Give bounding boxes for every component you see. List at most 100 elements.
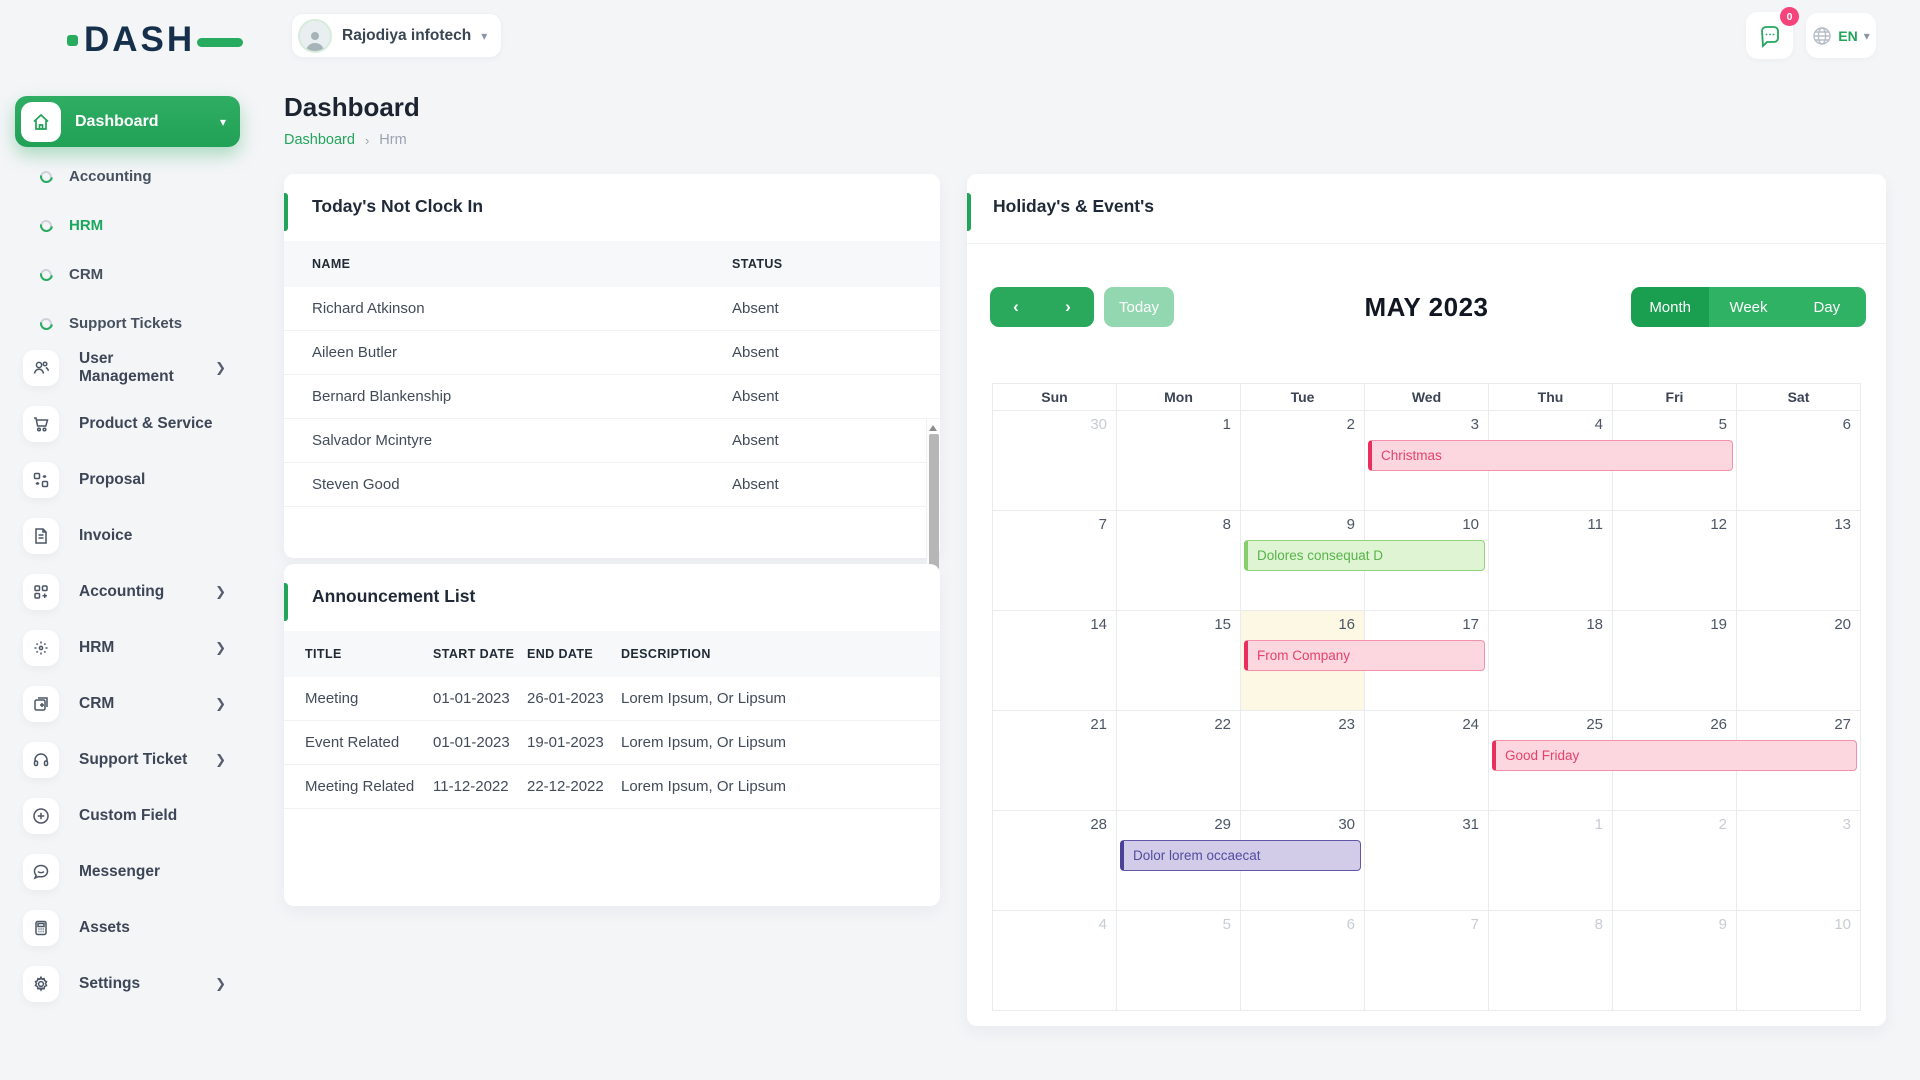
calendar-day-cell[interactable]: 24 xyxy=(1365,711,1489,811)
sidebar-item-label: Proposal xyxy=(79,471,146,488)
calendar-day-cell[interactable]: 13 xyxy=(1737,511,1861,611)
sidebar-main-items: User Management ❯ Product & Service Proposa… xyxy=(15,340,240,1012)
sidebar-item-product-service[interactable]: Product & Service xyxy=(15,396,240,452)
calendar-day-cell[interactable]: 19 xyxy=(1613,611,1737,711)
calendar-day-cell[interactable]: 8 xyxy=(1489,911,1613,1011)
announcement-table: TITLE START DATE END DATE DESCRIPTION Me… xyxy=(284,631,940,809)
calendar-day-cell[interactable]: 9 xyxy=(1613,911,1737,1011)
calendar-week-row: 30 1 2 3 4 5 6 Christmas xyxy=(993,411,1861,511)
chevron-down-icon: ▾ xyxy=(1863,28,1870,43)
calendar-day-cell[interactable]: 14 xyxy=(993,611,1117,711)
chevron-down-icon: ▾ xyxy=(219,114,226,129)
calendar-day-cell[interactable]: 31 xyxy=(1365,811,1489,911)
view-month-button[interactable]: Month xyxy=(1631,287,1710,327)
prev-month-button[interactable]: ‹ xyxy=(1013,297,1019,316)
day-number: 2 xyxy=(1718,816,1727,833)
calendar-day-cell[interactable]: 8 xyxy=(1117,511,1241,611)
chat-bubble-icon xyxy=(1760,25,1779,48)
next-month-button[interactable]: › xyxy=(1065,297,1071,316)
column-header: TITLE xyxy=(305,647,342,661)
calendar-event[interactable]: Christmas xyxy=(1368,440,1733,471)
calendar-event[interactable]: Good Friday xyxy=(1491,740,1857,771)
breadcrumb-home-link[interactable]: Dashboard xyxy=(284,132,355,148)
calendar-day-cell[interactable]: 1 xyxy=(1489,811,1613,911)
sidebar-item-support-ticket[interactable]: Support Ticket ❯ xyxy=(15,732,240,788)
avatar xyxy=(298,18,332,53)
table-row: Steven Good Absent xyxy=(284,463,940,507)
accent-bar xyxy=(967,193,971,231)
calendar-day-cell[interactable]: 12 xyxy=(1613,511,1737,611)
scroll-up-icon[interactable] xyxy=(929,425,937,431)
view-day-button[interactable]: Day xyxy=(1787,287,1866,327)
sidebar-item-label: Support Ticket xyxy=(79,751,188,768)
sidebar-sub-item-crm[interactable]: CRM xyxy=(15,250,240,299)
calendar-day-cell[interactable]: 2 xyxy=(1613,811,1737,911)
calendar-day-cell[interactable]: 6 xyxy=(1737,411,1861,511)
company-name: Rajodiya infotech xyxy=(342,26,472,44)
calendar-day-cell[interactable]: 15 xyxy=(1117,611,1241,711)
calendar-event[interactable]: Dolor lorem occaecat xyxy=(1119,840,1361,871)
calendar-day-cell[interactable]: 22 xyxy=(1117,711,1241,811)
calendar-day-cell[interactable]: 28 xyxy=(993,811,1117,911)
holidays-events-card: Holiday's & Event's ‹ › Today MAY 2023 M… xyxy=(967,174,1886,1026)
calendar-day-cell[interactable]: 7 xyxy=(1365,911,1489,1011)
sidebar-sub-item-support-tickets[interactable]: Support Tickets xyxy=(15,299,240,348)
logo-dash-icon xyxy=(197,37,244,47)
day-number: 3 xyxy=(1470,416,1479,433)
start-date: 01-01-2023 xyxy=(433,734,510,751)
day-number: 17 xyxy=(1462,616,1479,633)
calendar-day-cell[interactable]: 7 xyxy=(993,511,1117,611)
employee-name: Bernard Blankenship xyxy=(312,388,452,405)
sidebar-item-user-management[interactable]: User Management ❯ xyxy=(15,340,240,396)
sidebar-item-hrm[interactable]: HRM ❯ xyxy=(15,620,240,676)
proposal-icon xyxy=(23,462,59,498)
sidebar-item-crm[interactable]: CRM ❯ xyxy=(15,676,240,732)
company-selector[interactable]: Rajodiya infotech ▾ xyxy=(291,13,503,58)
sidebar-item-label: Custom Field xyxy=(79,807,178,824)
calendar-event[interactable]: Dolores consequat D xyxy=(1243,540,1485,571)
sidebar-item-settings[interactable]: Settings ❯ xyxy=(15,956,240,1012)
calendar-day-cell[interactable]: 23 xyxy=(1241,711,1365,811)
weekday-label: Sat xyxy=(1737,384,1861,411)
sidebar-sub-item-accounting[interactable]: Accounting xyxy=(15,152,240,201)
calendar-day-cell[interactable]: 4 xyxy=(993,911,1117,1011)
calendar-day-cell[interactable]: 21 xyxy=(993,711,1117,811)
chevron-right-icon: ❯ xyxy=(215,752,226,767)
sidebar-item-assets[interactable]: Assets xyxy=(15,900,240,956)
today-button[interactable]: Today xyxy=(1104,287,1174,327)
sidebar-item-label: Invoice xyxy=(79,527,133,544)
calendar-day-cell[interactable]: 5 xyxy=(1117,911,1241,1011)
calendar-day-cell[interactable]: 20 xyxy=(1737,611,1861,711)
calendar-day-cell[interactable]: 18 xyxy=(1489,611,1613,711)
sidebar-item-proposal[interactable]: Proposal xyxy=(15,452,240,508)
sidebar-sub-item-hrm[interactable]: HRM xyxy=(15,201,240,250)
event-title: Dolores consequat D xyxy=(1256,548,1384,563)
calendar-day-cell[interactable]: 10 xyxy=(1737,911,1861,1011)
calendar-event[interactable]: From Company xyxy=(1243,640,1485,671)
sidebar-item-dashboard[interactable]: Dashboard ▾ xyxy=(15,96,240,147)
description: Lorem Ipsum, Or Lipsum xyxy=(621,734,787,751)
messages-button[interactable]: 0 xyxy=(1746,7,1799,59)
app-logo[interactable]: DASH xyxy=(67,20,244,60)
day-number: 21 xyxy=(1090,716,1107,733)
divider xyxy=(967,243,1886,244)
headset-icon xyxy=(23,742,59,778)
calendar-day-cell[interactable]: 1 xyxy=(1117,411,1241,511)
sidebar-item-accounting[interactable]: Accounting ❯ xyxy=(15,564,240,620)
calendar-day-cell[interactable]: 2 xyxy=(1241,411,1365,511)
sidebar-item-messenger[interactable]: Messenger xyxy=(15,844,240,900)
calendar-day-cell[interactable]: 6 xyxy=(1241,911,1365,1011)
calendar-day-cell[interactable]: 11 xyxy=(1489,511,1613,611)
bullet-icon xyxy=(40,317,52,330)
sidebar-item-custom-field[interactable]: Custom Field xyxy=(15,788,240,844)
language-selector[interactable]: EN ▾ xyxy=(1806,13,1876,58)
sidebar-item-invoice[interactable]: Invoice xyxy=(15,508,240,564)
view-week-button[interactable]: Week xyxy=(1709,287,1788,327)
calendar-day-cell[interactable]: 3 xyxy=(1737,811,1861,911)
status-value: Absent xyxy=(732,344,779,361)
weekday-header-row: Sun Mon Tue Wed Thu Fri Sat xyxy=(993,384,1861,411)
sidebar-item-label: Settings xyxy=(79,975,141,992)
calendar-day-cell[interactable]: 30 xyxy=(993,411,1117,511)
day-number: 28 xyxy=(1090,816,1107,833)
